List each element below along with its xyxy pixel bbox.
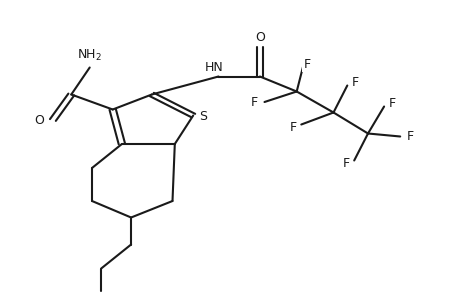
Text: HN: HN — [204, 61, 223, 74]
Text: O: O — [35, 113, 45, 127]
Text: F: F — [406, 130, 413, 143]
Text: F: F — [303, 58, 310, 71]
Text: S: S — [199, 110, 207, 124]
Text: F: F — [351, 76, 358, 89]
Text: F: F — [250, 95, 257, 109]
Text: O: O — [254, 31, 264, 44]
Text: F: F — [388, 97, 395, 110]
Text: F: F — [289, 121, 296, 134]
Text: NH$_2$: NH$_2$ — [77, 48, 102, 63]
Text: F: F — [342, 157, 349, 170]
